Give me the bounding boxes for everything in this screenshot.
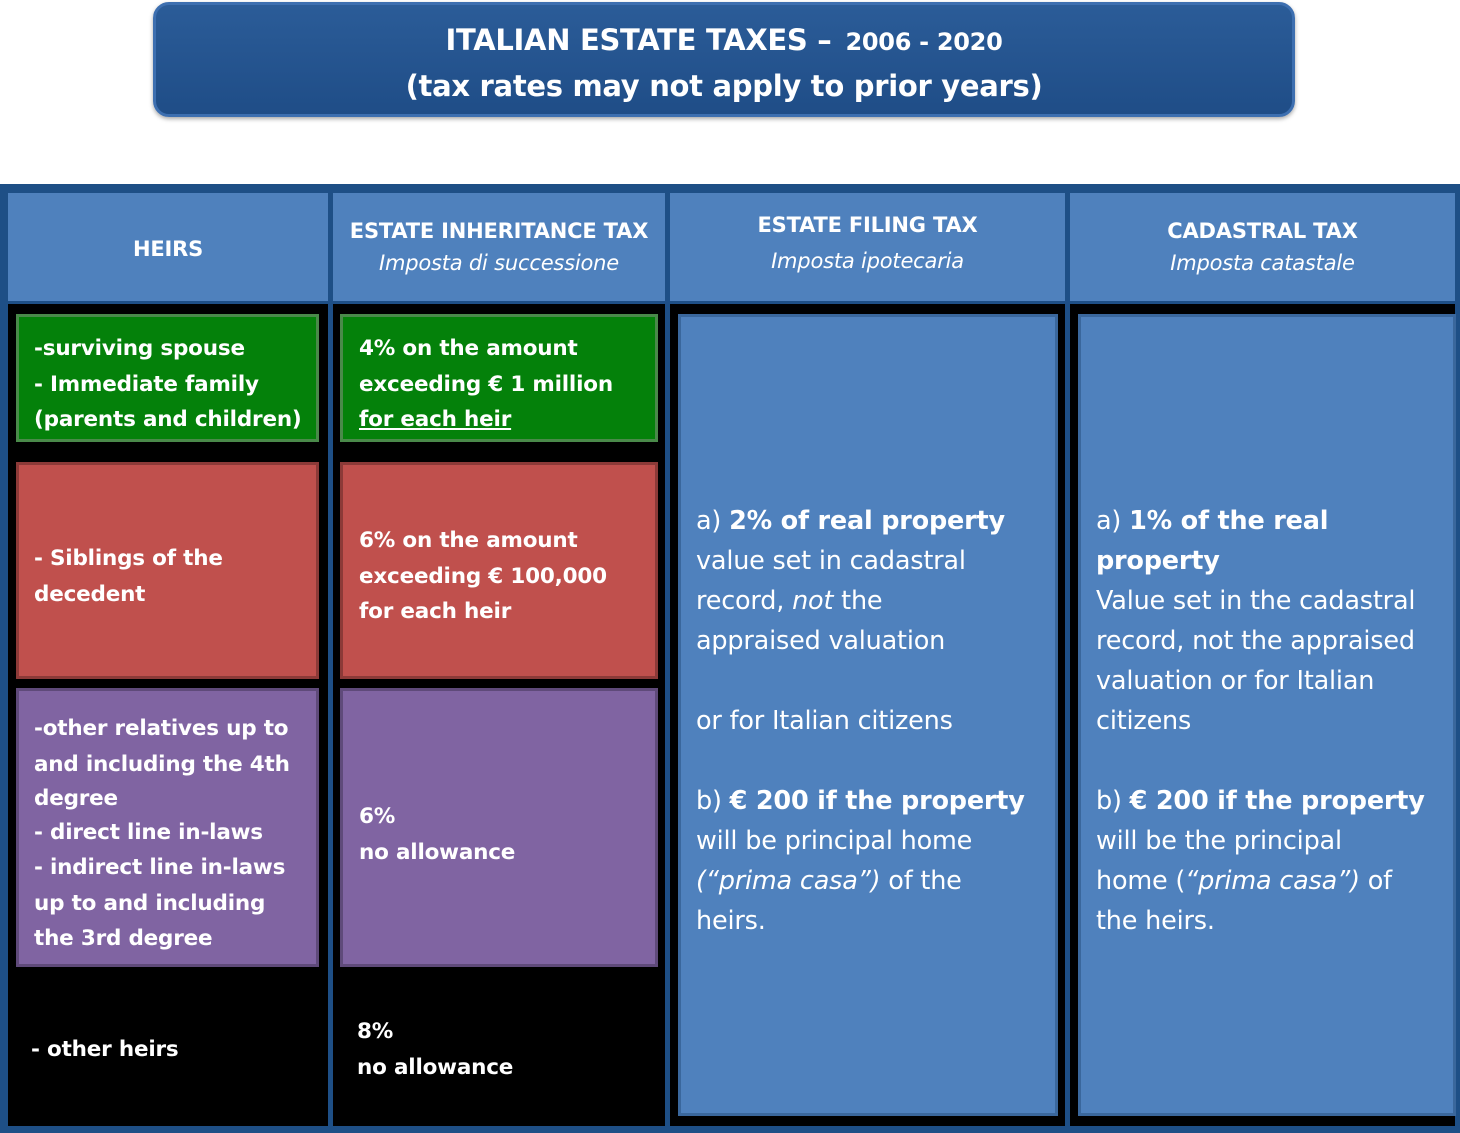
heirs-line: (parents and children) [34,407,302,432]
heirs-line: -surviving spouse [34,336,245,361]
cadastral-tax-box: a) 1% of the real property Value set in … [1078,314,1456,1116]
heirs-line: -other relatives up to [34,716,289,741]
heirs-line: the 3rd degree [34,926,213,951]
rate-cell-spouse-family: 4% on the amount exceeding € 1 million f… [340,314,658,442]
filing-b-amount: € 200 if the property [729,786,1025,816]
header-cadastral-tax: CADASTRAL TAX Imposta catastale [1070,193,1455,301]
rate-line: 4% on the amount [359,336,578,361]
title-years: 2006 - 2020 [845,28,1003,56]
cadastral-a-line-5: valuation or for Italian [1096,666,1375,696]
filing-b-line-1: b) € 200 if the property [696,781,1047,821]
rate-cell-other-relatives: 6% no allowance [340,688,658,967]
filing-a-line-2: value set in cadastral [696,546,966,576]
rate-line: no allowance [357,1054,514,1080]
rate-line: exceeding € 1 million [359,371,613,397]
header-inheritance-subtitle: Imposta di successione [378,251,620,275]
rate-line: no allowance [359,839,516,865]
cadastral-b-emphasis: “prima casa”) [1185,866,1360,896]
filing-a-prefix: a) [696,506,730,536]
heirs-line: up to and including [34,890,266,916]
heirs-line: - indirect line in-laws [34,855,286,880]
rate-cell-siblings: 6% on the amount exceeding € 100,000 for… [340,462,658,679]
spacer [696,661,1047,701]
heirs-line: degree [34,786,118,811]
filing-b-line-2: will be principal home [696,826,973,856]
filing-b-line-4: heirs. [696,906,766,936]
rate-line-underlined: for each heir [359,407,512,432]
header-filing-subtitle: Imposta ipotecaria [771,249,964,273]
rate-line: 8% [357,1019,394,1044]
spacer [1096,741,1445,781]
title-line-2: (tax rates may not apply to prior years) [405,69,1043,103]
cadastral-b-line-1: b) € 200 if the property [1096,781,1445,821]
filing-a-rate: 2% of real property [729,506,1005,536]
filing-a-text: record, [696,586,793,616]
filing-b-emphasis: (“prima casa”) [696,866,881,896]
header-inheritance-tax: ESTATE INHERITANCE TAX Imposta di succes… [333,193,665,301]
heirs-line: - Immediate family [34,371,259,397]
cadastral-a-line-1: a) 1% of the real [1096,501,1445,541]
filing-tax-box: a) 2% of real property value set in cada… [678,314,1058,1116]
heirs-line: decedent [34,581,146,607]
title-main: ITALIAN ESTATE TAXES – [445,23,832,57]
filing-a-emphasis: not [792,586,834,616]
heirs-line: - other heirs [31,1037,179,1062]
cadastral-a-line-3: Value set in the cadastral [1096,586,1416,616]
header-cadastral-title: CADASTRAL TAX [1167,219,1358,243]
heirs-line: - Siblings of the [34,546,223,571]
cadastral-b-prefix: b) [1096,786,1130,816]
cadastral-b-line-3: home (“prima casa”) of [1096,861,1445,901]
filing-a-text: the [833,586,883,616]
heirs-line: and including the 4th [34,751,290,777]
filing-a-line-4: appraised valuation [696,626,946,656]
filing-b-line-3: (“prima casa”) of the [696,861,1047,901]
cadastral-a-line-4: record, not the appraised [1096,626,1415,656]
rate-line: 6% [359,804,396,829]
rate-line: exceeding € 100,000 [359,563,607,589]
rate-cell-other-heirs: 8% no allowance [340,1014,658,1090]
rate-line: for each heir [359,599,512,624]
filing-a-line-1: a) 2% of real property [696,501,1047,541]
heirs-cell-siblings: - Siblings of the decedent [16,462,319,679]
header-cadastral-subtitle: Imposta catastale [1170,251,1355,275]
heirs-cell-other-relatives: -other relatives up to and including the… [16,688,319,967]
filing-a-line-5: or for Italian citizens [696,706,953,736]
header-inheritance-title: ESTATE INHERITANCE TAX [349,219,649,243]
title-line-1: ITALIAN ESTATE TAXES – 2006 - 2020 [156,23,1292,57]
filing-b-prefix: b) [696,786,730,816]
cadastral-b-text: home ( [1096,866,1186,896]
header-heirs-title: HEIRS [132,237,204,261]
cadastral-a-rate-cont: property [1096,546,1220,576]
heirs-cell-spouse-family: -surviving spouse - Immediate family (pa… [16,314,319,442]
cadastral-a-line-6: citizens [1096,706,1192,736]
header-filing-tax: ESTATE FILING TAX Imposta ipotecaria [670,193,1065,301]
heirs-line: - direct line in-laws [34,820,263,845]
filing-b-text: of the [880,866,962,896]
heirs-cell-other-heirs: - other heirs [16,1032,319,1072]
cadastral-b-line-4: the heirs. [1096,906,1215,936]
cadastral-b-amount: € 200 if the property [1129,786,1425,816]
header-heirs: HEIRS [8,193,328,301]
filing-a-line-3: record, not the [696,581,1047,621]
rate-line: 6% on the amount [359,528,578,553]
spacer [696,741,1047,781]
header-filing-title: ESTATE FILING TAX [757,213,978,237]
cadastral-a-rate: 1% of the real [1129,506,1329,536]
cadastral-a-line-2: property [1096,541,1445,581]
title-banner: ITALIAN ESTATE TAXES – 2006 - 2020 (tax r… [153,2,1295,117]
cadastral-a-prefix: a) [1096,506,1130,536]
cadastral-b-text: of [1359,866,1392,896]
cadastral-b-line-2: will be the principal [1096,826,1342,856]
